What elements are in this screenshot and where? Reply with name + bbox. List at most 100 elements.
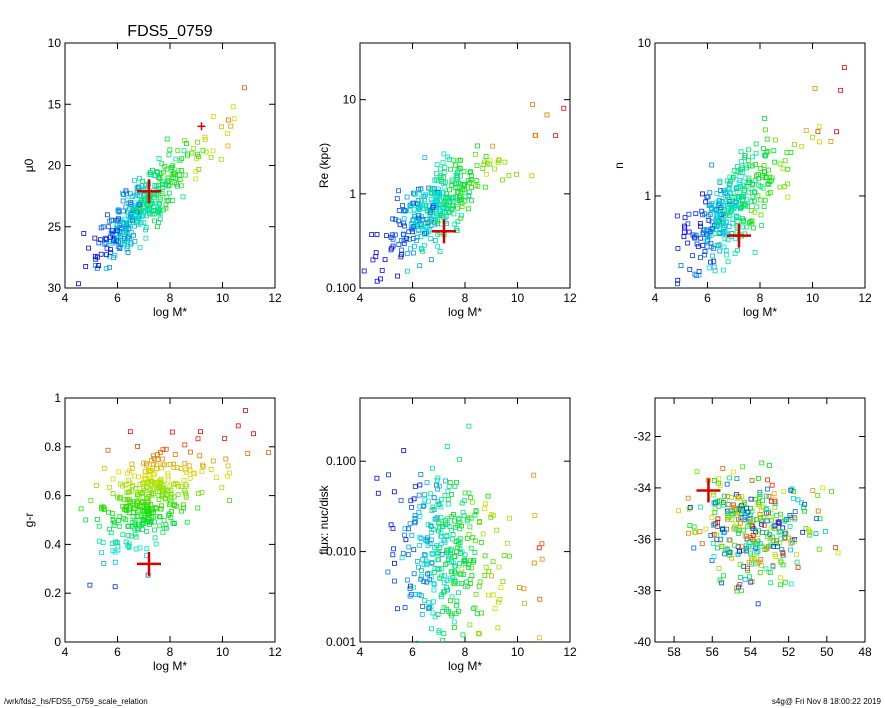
- data-point: [87, 582, 93, 588]
- data-point: [785, 166, 791, 172]
- y-tick-label: 0.2: [44, 586, 61, 600]
- data-point: [129, 466, 135, 471]
- data-point: [706, 265, 712, 271]
- data-point: [425, 571, 431, 577]
- data-point: [712, 268, 718, 274]
- data-point: [815, 129, 821, 135]
- data-point: [770, 564, 776, 570]
- data-point: [425, 208, 431, 214]
- y-tick-label: -34: [634, 481, 652, 495]
- data-point: [199, 468, 205, 474]
- data-point: [441, 631, 447, 636]
- data-point: [460, 632, 466, 638]
- data-point: [682, 223, 687, 229]
- x-tick-label: 10: [216, 291, 230, 305]
- data-point: [675, 246, 681, 251]
- data-point: [461, 571, 467, 577]
- data-point: [676, 508, 681, 514]
- panel-mu0: 4 6 8 10 12 10 15 20 25 30 log M* μ0: [22, 36, 282, 319]
- data-point: [151, 461, 156, 467]
- y-tick-label: 0.4: [44, 537, 61, 551]
- data-point: [744, 543, 749, 549]
- data-point: [161, 518, 167, 523]
- data-point: [718, 219, 724, 225]
- data-point: [742, 175, 748, 181]
- data-point: [115, 547, 121, 553]
- data-point: [815, 508, 821, 514]
- data-point: [737, 170, 743, 175]
- data-point: [128, 504, 134, 510]
- data-point: [391, 546, 397, 552]
- data-point: [717, 180, 723, 185]
- y-axis-label: flux: nuc/disk: [317, 484, 331, 554]
- data-point: [695, 244, 701, 250]
- panel-flux: 4 6 8 10 12 0.001 0.010 0.100 log M* flux: nuc/di…: [317, 397, 577, 673]
- data-point: [753, 150, 759, 156]
- data-point: [745, 523, 751, 529]
- data-point: [454, 199, 460, 205]
- data-point: [104, 252, 109, 258]
- data-point: [487, 161, 493, 167]
- data-point: [92, 235, 98, 241]
- data-point: [210, 148, 216, 154]
- data-point: [143, 235, 149, 241]
- data-point: [468, 495, 474, 501]
- data-point: [228, 123, 234, 129]
- data-point: [731, 168, 737, 173]
- data-point: [732, 251, 738, 257]
- data-point: [472, 605, 478, 611]
- data-point: [182, 172, 188, 178]
- data-point: [137, 245, 143, 251]
- data-point: [725, 502, 731, 507]
- data-point: [763, 507, 769, 512]
- x-axis-label: log M*: [448, 305, 482, 319]
- data-point: [126, 544, 132, 549]
- data-point: [388, 522, 394, 528]
- data-point: [794, 552, 799, 557]
- data-point: [182, 461, 188, 466]
- data-point: [402, 605, 408, 610]
- data-point: [496, 158, 501, 164]
- data-point: [760, 530, 765, 535]
- data-point: [144, 546, 150, 552]
- data-point: [721, 207, 727, 213]
- data-point: [171, 503, 177, 508]
- points: [676, 460, 841, 607]
- data-point: [449, 594, 455, 600]
- data-point: [459, 581, 465, 586]
- data-point: [473, 507, 479, 513]
- data-point: [422, 155, 428, 160]
- data-point: [438, 497, 444, 502]
- data-point: [454, 598, 460, 604]
- data-point: [761, 163, 767, 168]
- data-point: [448, 546, 454, 552]
- footer-path: /wrk/fds2_hs/FDS5_0759_scale_relation: [4, 697, 148, 706]
- data-point: [386, 472, 391, 478]
- data-point: [723, 191, 729, 196]
- data-point: [761, 522, 767, 528]
- data-point: [468, 558, 474, 563]
- data-point: [444, 534, 450, 539]
- panel-re: 4 6 8 10 12 0.100 1 10 log M* Re (kpc): [317, 42, 577, 319]
- data-point: [224, 131, 230, 137]
- data-point: [105, 509, 111, 515]
- data-point: [202, 137, 208, 143]
- data-point: [431, 587, 437, 593]
- y-axis-label: n: [612, 162, 626, 169]
- data-point: [429, 626, 434, 632]
- data-point: [692, 529, 697, 535]
- data-point: [681, 287, 687, 288]
- data-point: [561, 105, 567, 111]
- data-point: [473, 648, 477, 652]
- data-point: [78, 506, 84, 512]
- data-point: [730, 469, 736, 475]
- data-point: [751, 554, 757, 560]
- data-point: [705, 237, 711, 243]
- data-point: [747, 163, 753, 169]
- data-point: [130, 194, 136, 200]
- data-point: [126, 523, 132, 529]
- data-point: [196, 154, 202, 160]
- data-point: [419, 611, 425, 617]
- data-point: [222, 436, 227, 441]
- data-point: [717, 577, 723, 583]
